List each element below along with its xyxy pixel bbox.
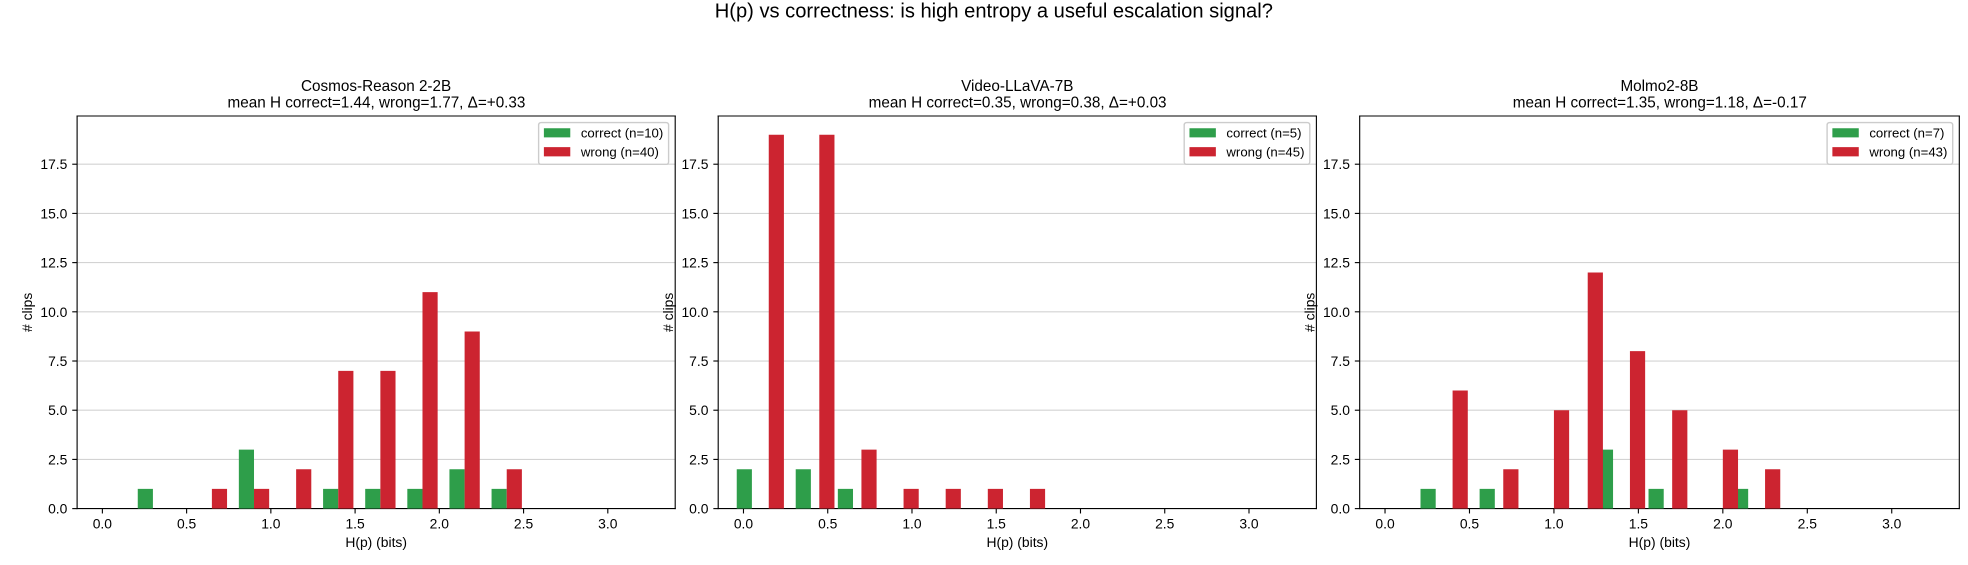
- svg-text:2.5: 2.5: [1798, 515, 1818, 531]
- svg-text:10.0: 10.0: [1323, 304, 1350, 320]
- svg-text:2.5: 2.5: [1155, 515, 1175, 531]
- svg-text:H(p) (bits): H(p) (bits): [345, 534, 407, 550]
- svg-text:5.0: 5.0: [48, 402, 68, 418]
- svg-text:2.0: 2.0: [1713, 515, 1733, 531]
- svg-text:mean H correct=1.35, wrong=1.1: mean H correct=1.35, wrong=1.18, Δ=-0.17: [1513, 95, 1807, 112]
- svg-text:1.0: 1.0: [1544, 515, 1564, 531]
- svg-text:5.0: 5.0: [1331, 402, 1351, 418]
- svg-text:H(p) vs correctness: is high e: H(p) vs correctness: is high entropy a u…: [715, 0, 1273, 22]
- svg-text:0.0: 0.0: [1375, 515, 1395, 531]
- svg-text:2.5: 2.5: [689, 451, 709, 467]
- svg-text:1.0: 1.0: [902, 515, 922, 531]
- svg-text:0.0: 0.0: [48, 501, 68, 517]
- svg-text:H(p) (bits): H(p) (bits): [1629, 534, 1691, 550]
- svg-text:1.0: 1.0: [261, 515, 281, 531]
- svg-text:0.5: 0.5: [818, 515, 838, 531]
- svg-text:15.0: 15.0: [40, 205, 67, 221]
- svg-text:correct (n=5): correct (n=5): [1226, 125, 1301, 140]
- svg-text:wrong (n=45): wrong (n=45): [1225, 144, 1304, 159]
- svg-text:0.5: 0.5: [177, 515, 197, 531]
- svg-text:12.5: 12.5: [1323, 255, 1350, 271]
- svg-text:7.5: 7.5: [1331, 353, 1351, 369]
- svg-text:10.0: 10.0: [40, 304, 67, 320]
- svg-text:2.5: 2.5: [1331, 451, 1351, 467]
- svg-text:1.5: 1.5: [1629, 515, 1649, 531]
- svg-text:17.5: 17.5: [681, 156, 708, 172]
- svg-text:3.0: 3.0: [1882, 515, 1902, 531]
- svg-text:12.5: 12.5: [681, 255, 708, 271]
- svg-text:# clips: # clips: [19, 293, 35, 332]
- svg-text:mean H correct=0.35, wrong=0.3: mean H correct=0.35, wrong=0.38, Δ=+0.03: [869, 95, 1167, 112]
- svg-text:Video-LLaVA-7B: Video-LLaVA-7B: [961, 78, 1073, 95]
- svg-text:wrong (n=43): wrong (n=43): [1868, 144, 1947, 159]
- svg-text:0.0: 0.0: [93, 515, 113, 531]
- svg-text:Cosmos-Reason 2-2B: Cosmos-Reason 2-2B: [301, 78, 451, 95]
- svg-text:3.0: 3.0: [1239, 515, 1259, 531]
- svg-text:2.0: 2.0: [430, 515, 450, 531]
- svg-text:0.0: 0.0: [734, 515, 754, 531]
- svg-text:# clips: # clips: [660, 293, 676, 332]
- svg-text:0.5: 0.5: [1460, 515, 1480, 531]
- svg-text:7.5: 7.5: [48, 353, 68, 369]
- svg-text:# clips: # clips: [1302, 293, 1318, 332]
- svg-text:2.5: 2.5: [48, 451, 68, 467]
- svg-text:Molmo2-8B: Molmo2-8B: [1620, 78, 1698, 95]
- svg-text:7.5: 7.5: [689, 353, 709, 369]
- svg-text:correct (n=7): correct (n=7): [1869, 125, 1944, 140]
- svg-text:3.0: 3.0: [598, 515, 618, 531]
- svg-text:2.5: 2.5: [514, 515, 534, 531]
- svg-text:correct (n=10): correct (n=10): [581, 125, 663, 140]
- svg-text:mean H correct=1.44, wrong=1.7: mean H correct=1.44, wrong=1.77, Δ=+0.33: [228, 95, 526, 112]
- svg-text:0.0: 0.0: [1331, 501, 1351, 517]
- svg-text:5.0: 5.0: [689, 402, 709, 418]
- svg-text:0.0: 0.0: [689, 501, 709, 517]
- svg-text:15.0: 15.0: [681, 205, 708, 221]
- svg-text:17.5: 17.5: [1323, 156, 1350, 172]
- svg-text:1.5: 1.5: [987, 515, 1007, 531]
- svg-text:10.0: 10.0: [681, 304, 708, 320]
- svg-text:12.5: 12.5: [40, 255, 67, 271]
- svg-text:1.5: 1.5: [345, 515, 365, 531]
- svg-text:15.0: 15.0: [1323, 205, 1350, 221]
- svg-text:H(p) (bits): H(p) (bits): [986, 534, 1048, 550]
- svg-text:wrong (n=40): wrong (n=40): [580, 144, 659, 159]
- svg-text:2.0: 2.0: [1071, 515, 1091, 531]
- svg-text:17.5: 17.5: [40, 156, 67, 172]
